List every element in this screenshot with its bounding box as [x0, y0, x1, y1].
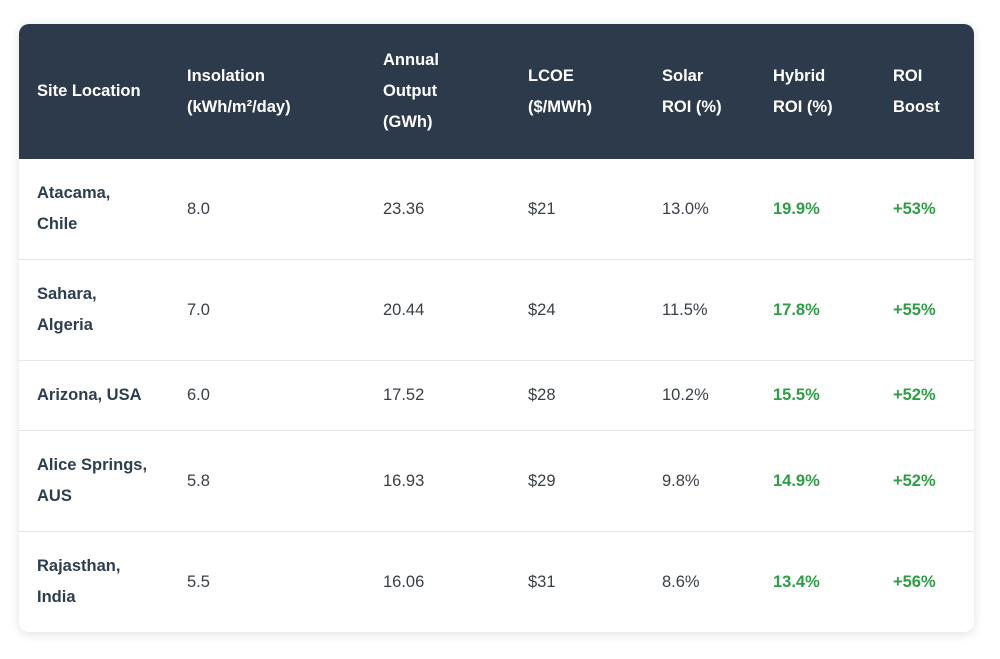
cell-solar-roi: 10.2%: [644, 360, 755, 431]
col-header-hybrid-roi: Hybrid ROI (%): [755, 24, 875, 159]
cell-hybrid-roi: 15.5%: [755, 360, 875, 431]
cell-hybrid-roi: 14.9%: [755, 430, 875, 532]
cell-hybrid-roi: 19.9%: [755, 159, 875, 260]
table-row: Atacama, Chile 8.0 23.36 $21 13.0% 19.9%…: [19, 159, 974, 260]
cell-site-location: Rajasthan, India: [19, 531, 169, 632]
col-header-insolation: Insolation (kWh/m²/day): [169, 24, 365, 159]
cell-insolation: 6.0: [169, 360, 365, 431]
cell-annual-output: 17.52: [365, 360, 510, 431]
cell-insolation: 8.0: [169, 159, 365, 260]
col-header-roi-boost: ROI Boost: [875, 24, 974, 159]
cell-annual-output: 16.06: [365, 531, 510, 632]
col-header-annual-output: Annual Output (GWh): [365, 24, 510, 159]
cell-solar-roi: 9.8%: [644, 430, 755, 532]
cell-solar-roi: 13.0%: [644, 159, 755, 260]
cell-site-location: Sahara, Algeria: [19, 259, 169, 361]
col-header-site-location: Site Location: [19, 24, 169, 159]
cell-lcoe: $21: [510, 159, 644, 260]
cell-roi-boost: +53%: [875, 159, 974, 260]
table-header: Site Location Insolation (kWh/m²/day) An…: [19, 24, 974, 159]
cell-insolation: 7.0: [169, 259, 365, 361]
table-row: Rajasthan, India 5.5 16.06 $31 8.6% 13.4…: [19, 531, 974, 632]
cell-solar-roi: 8.6%: [644, 531, 755, 632]
cell-lcoe: $31: [510, 531, 644, 632]
col-header-solar-roi: Solar ROI (%): [644, 24, 755, 159]
col-header-lcoe: LCOE ($/MWh): [510, 24, 644, 159]
table-body: Atacama, Chile 8.0 23.36 $21 13.0% 19.9%…: [19, 159, 974, 632]
cell-roi-boost: +56%: [875, 531, 974, 632]
solar-sites-table: Site Location Insolation (kWh/m²/day) An…: [19, 24, 974, 632]
cell-hybrid-roi: 17.8%: [755, 259, 875, 361]
cell-roi-boost: +52%: [875, 360, 974, 431]
cell-annual-output: 20.44: [365, 259, 510, 361]
table-row: Arizona, USA 6.0 17.52 $28 10.2% 15.5% +…: [19, 360, 974, 431]
cell-site-location: Alice Springs, AUS: [19, 430, 169, 532]
cell-solar-roi: 11.5%: [644, 259, 755, 361]
cell-roi-boost: +55%: [875, 259, 974, 361]
cell-lcoe: $28: [510, 360, 644, 431]
table-row: Sahara, Algeria 7.0 20.44 $24 11.5% 17.8…: [19, 259, 974, 361]
cell-site-location: Atacama, Chile: [19, 159, 169, 260]
cell-roi-boost: +52%: [875, 430, 974, 532]
cell-annual-output: 16.93: [365, 430, 510, 532]
cell-annual-output: 23.36: [365, 159, 510, 260]
solar-sites-table-card: Site Location Insolation (kWh/m²/day) An…: [19, 24, 974, 632]
cell-lcoe: $24: [510, 259, 644, 361]
cell-site-location: Arizona, USA: [19, 360, 169, 431]
cell-insolation: 5.8: [169, 430, 365, 532]
cell-hybrid-roi: 13.4%: [755, 531, 875, 632]
table-header-row: Site Location Insolation (kWh/m²/day) An…: [19, 24, 974, 159]
table-row: Alice Springs, AUS 5.8 16.93 $29 9.8% 14…: [19, 430, 974, 532]
cell-insolation: 5.5: [169, 531, 365, 632]
cell-lcoe: $29: [510, 430, 644, 532]
